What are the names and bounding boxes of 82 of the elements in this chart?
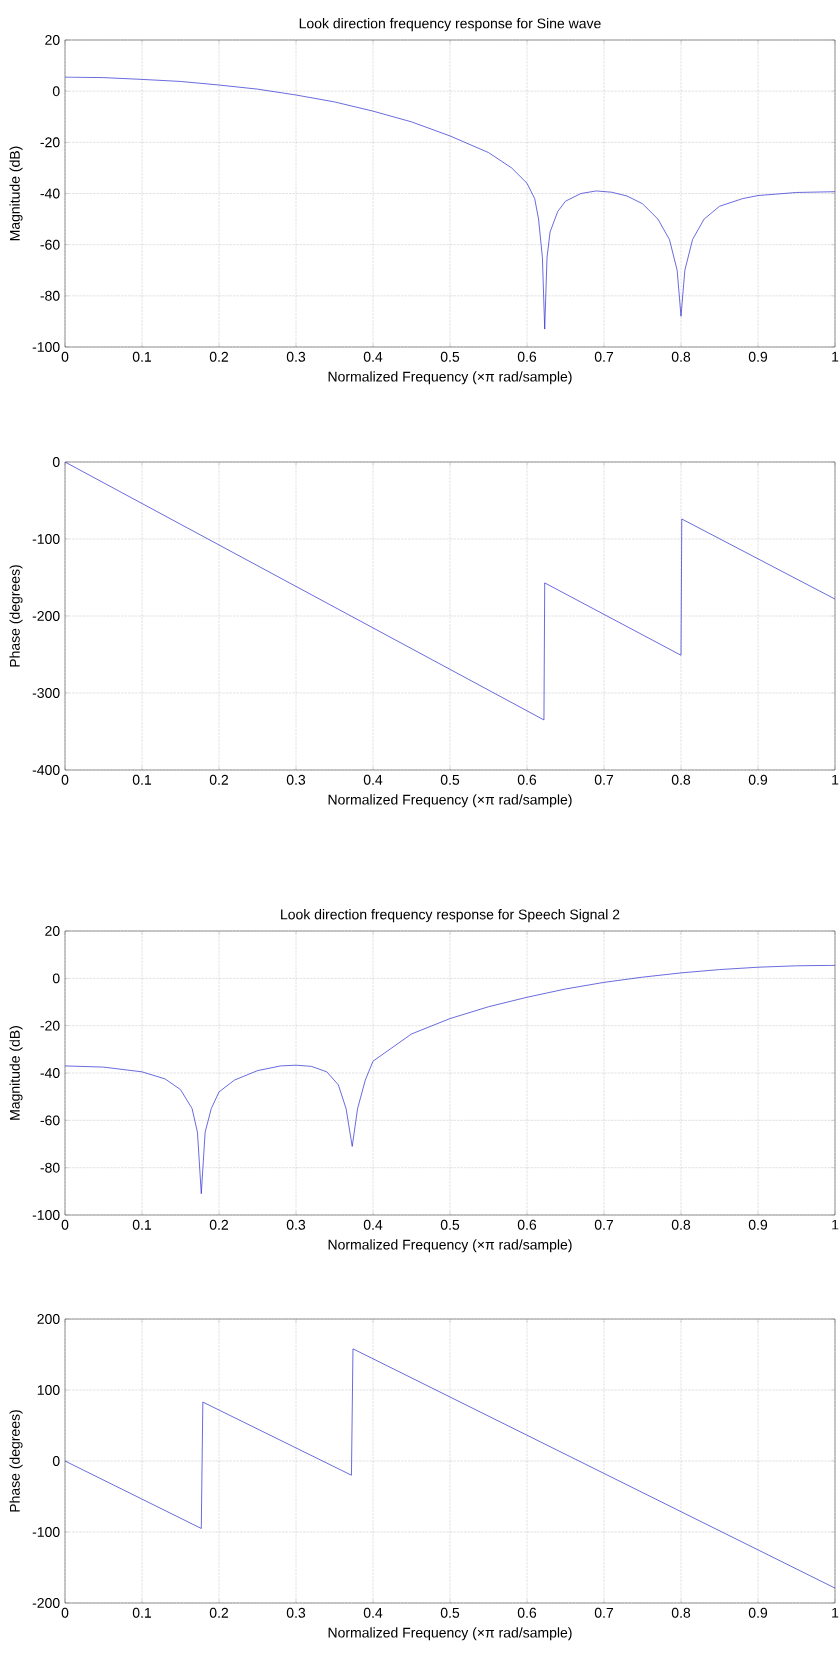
- x-tick-label: 0.8: [671, 351, 691, 362]
- x-tick-label: 0.4: [363, 1219, 383, 1230]
- y-tick-label: -40: [40, 188, 60, 199]
- chart-title: Look direction frequency response for Speech Signal 2: [281, 909, 620, 923]
- x-tick-label: 0.9: [748, 351, 768, 362]
- x-tick-label: 0.7: [594, 1607, 614, 1618]
- x-tick-label: 0.3: [286, 1607, 306, 1618]
- x-axis-title: Normalized Frequency (×π rad/sample): [328, 1627, 572, 1641]
- x-tick-label: 0.9: [748, 774, 768, 785]
- x-tick-label: 0.2: [209, 1219, 229, 1230]
- x-tick-label: 0.9: [748, 1219, 768, 1230]
- x-tick-label: 0.7: [594, 351, 614, 362]
- x-tick-label: 0.2: [209, 351, 229, 362]
- x-tick-label: 0.4: [363, 351, 383, 362]
- y-axis-title: Magnitude (dB): [9, 146, 23, 241]
- x-tick-label: 0.5: [440, 774, 460, 785]
- y-tick-label: 200: [37, 1314, 60, 1324]
- line-series: [65, 76, 836, 330]
- x-tick-label: 0.2: [209, 774, 229, 785]
- y-tick-label: -20: [40, 137, 60, 148]
- y-tick-label: -40: [40, 1068, 60, 1078]
- x-axis-title: Normalized Frequency (×π rad/sample): [328, 794, 572, 808]
- x-tick-label: 0.1: [132, 1607, 152, 1618]
- y-axis-title: Phase (degrees): [9, 1410, 23, 1512]
- x-tick-label: 0.3: [286, 351, 306, 362]
- x-tick-label: 0.6: [517, 1607, 537, 1618]
- x-tick-label: 0.9: [748, 1607, 768, 1618]
- x-tick-label: 0.7: [594, 1219, 614, 1230]
- x-tick-label: 0.4: [363, 1607, 383, 1618]
- y-tick-label: -80: [40, 290, 60, 301]
- y-tick-label: 0: [52, 457, 60, 467]
- x-tick-label: 0.5: [440, 1607, 460, 1618]
- y-tick-label: 100: [37, 1385, 60, 1395]
- y-axis-title: Phase (degrees): [9, 565, 23, 667]
- y-tick-label: -20: [40, 1020, 60, 1031]
- x-tick-label: 0: [61, 1607, 69, 1618]
- x-tick-label: 0.1: [132, 774, 152, 785]
- y-tick-label: -60: [40, 1115, 60, 1126]
- y-tick-label: 20: [45, 35, 60, 45]
- y-tick-label: -100: [32, 534, 60, 544]
- x-axis-title: Normalized Frequency (×π rad/sample): [328, 1239, 572, 1253]
- x-tick-label: 0.6: [517, 774, 537, 785]
- chart-title: Look direction frequency response for Sine wave: [299, 18, 601, 32]
- y-tick-label: -400: [32, 765, 60, 775]
- line-series: [65, 462, 836, 721]
- x-tick-label: 0: [61, 1219, 69, 1230]
- x-tick-label: 1: [832, 1219, 839, 1230]
- x-tick-label: 0.1: [132, 351, 152, 362]
- line-series: [65, 1348, 836, 1589]
- y-tick-label: -80: [40, 1162, 60, 1173]
- y-tick-label: 20: [45, 926, 60, 936]
- x-tick-label: 0.5: [440, 351, 460, 362]
- y-tick-label: -200: [32, 1598, 60, 1608]
- x-tick-label: 0.6: [517, 351, 537, 362]
- x-tick-label: 0.8: [671, 1607, 691, 1618]
- y-tick-label: 0: [52, 973, 60, 984]
- x-tick-label: 0: [61, 351, 69, 362]
- x-tick-label: 0.8: [671, 1219, 691, 1230]
- x-tick-label: 0.8: [671, 774, 691, 785]
- y-tick-label: -100: [32, 342, 60, 352]
- x-tick-label: 0.4: [363, 774, 383, 785]
- y-axis-title: Magnitude (dB): [9, 1026, 23, 1120]
- x-axis-title: Normalized Frequency (×π rad/sample): [328, 371, 572, 385]
- y-tick-label: -60: [40, 239, 60, 250]
- y-tick-label: -100: [32, 1527, 60, 1537]
- x-tick-label: 0: [61, 774, 69, 785]
- x-tick-label: 0.5: [440, 1219, 460, 1230]
- y-tick-label: 0: [52, 1456, 60, 1466]
- x-tick-label: 0.6: [517, 1219, 537, 1230]
- x-tick-label: 1: [832, 351, 839, 362]
- line-series: [65, 964, 836, 1195]
- y-tick-label: -200: [32, 611, 60, 621]
- y-tick-label: -300: [32, 688, 60, 698]
- x-tick-label: 0.3: [286, 774, 306, 785]
- x-tick-label: 1: [832, 774, 839, 785]
- y-tick-label: 0: [52, 86, 60, 97]
- x-tick-label: 0.2: [209, 1607, 229, 1618]
- x-tick-label: 0.3: [286, 1219, 306, 1230]
- x-tick-label: 0.1: [132, 1219, 152, 1230]
- x-tick-label: 1: [832, 1607, 839, 1618]
- y-tick-label: -100: [32, 1210, 60, 1220]
- x-tick-label: 0.7: [594, 774, 614, 785]
